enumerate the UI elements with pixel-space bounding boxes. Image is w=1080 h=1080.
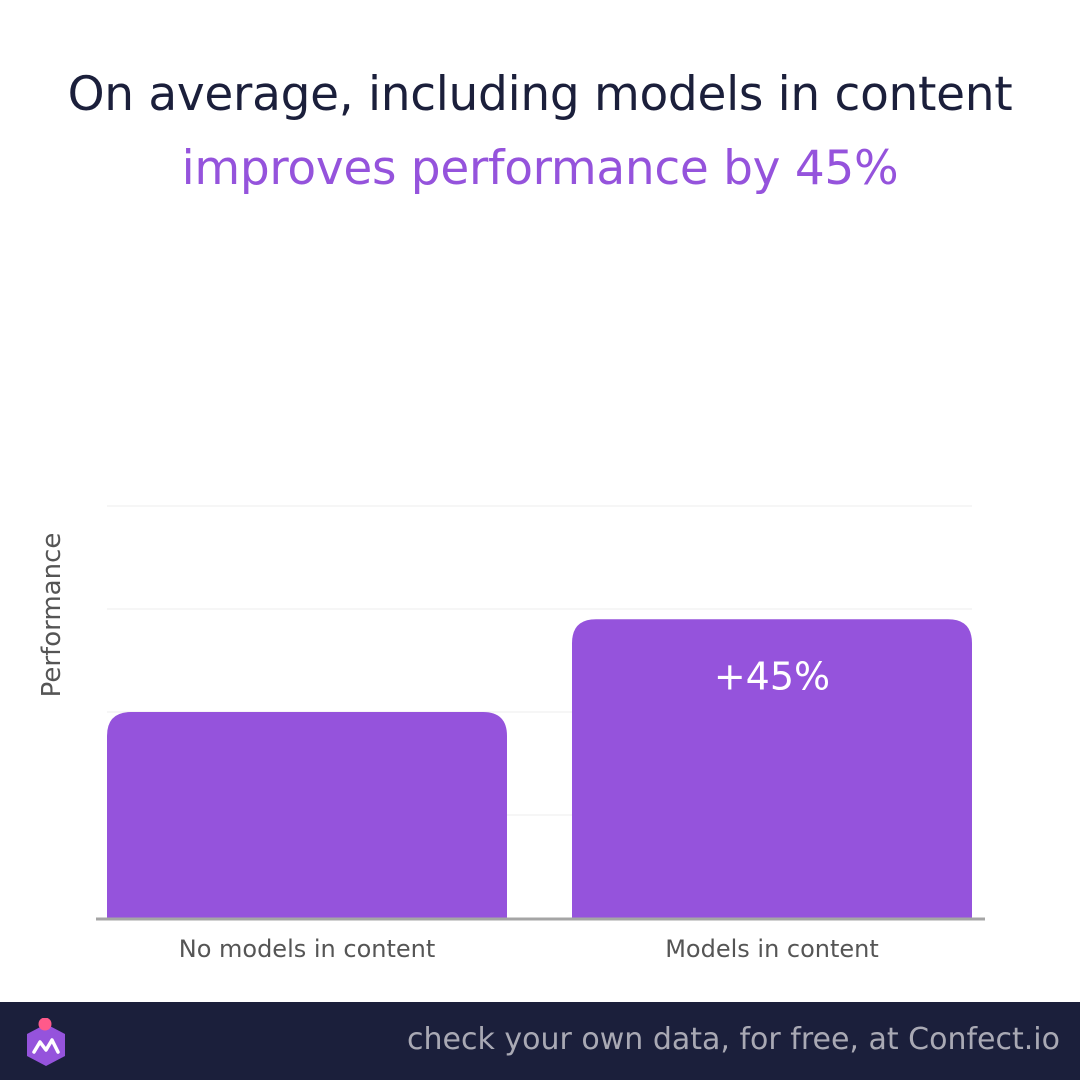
data-label-1: +45% [714, 654, 830, 698]
confect-logo-icon [27, 1018, 65, 1066]
bar-chart: No models in content +45% Models in conten… [37, 505, 985, 963]
bar-0 [107, 712, 507, 918]
chart-title-line2: improves performance by 45% [181, 141, 899, 196]
x-tick-label-0: No models in content [179, 935, 436, 963]
chart-title: On average, including models in content … [0, 58, 1080, 206]
chart-title-line1: On average, including models in content [67, 67, 1013, 122]
footer-text: check your own data, for free, at Confec… [407, 1022, 1060, 1057]
x-tick-label-1: Models in content [665, 935, 879, 963]
y-axis-label: Performance [37, 533, 67, 698]
footer-bar: check your own data, for free, at Confec… [0, 1002, 1080, 1080]
bar-1 [572, 619, 972, 918]
